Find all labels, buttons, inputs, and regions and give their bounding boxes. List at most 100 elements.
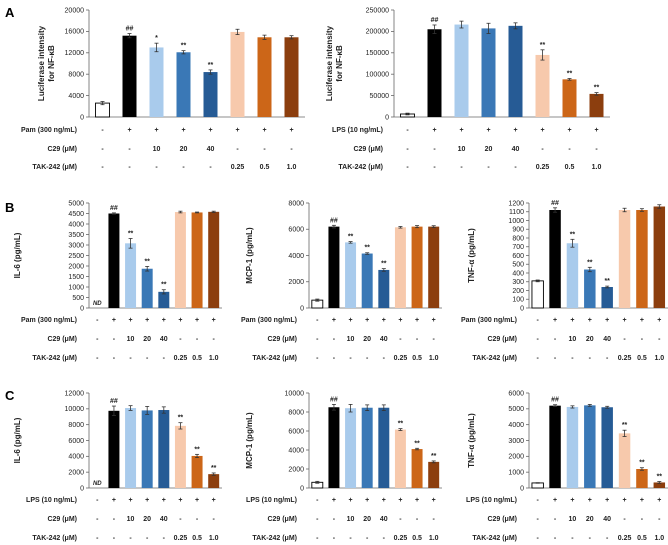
y-tick-label: 4000 [288,447,304,454]
treatment-cell: - [433,516,436,523]
treatment-cell: - [196,336,199,343]
treatment-cell: + [332,317,336,324]
treatment-cell: - [349,355,352,362]
treatment-cell: + [129,317,133,324]
treatment-cell: - [571,535,574,542]
treatment-cell: 0.25 [174,535,188,542]
treatment-cell: - [96,355,99,362]
bar-4 [584,405,596,488]
treatment-cell: 0.5 [565,164,575,171]
y-tick-label: 2000 [288,466,304,473]
panel-label: A [5,5,15,20]
bar-7 [636,210,648,308]
significance-mark: ** [364,245,370,252]
y-tick-label: 3000 [68,242,84,249]
treatment-cell: 10 [153,146,161,153]
bar-8 [284,37,299,117]
treatment-cell: 0.25 [618,535,632,542]
treatment-cell: + [212,317,216,324]
bar-5 [508,25,523,118]
panel-label: C [5,388,15,403]
treatment-cell: - [316,497,319,504]
treatment-cell: 20 [363,336,371,343]
treatment-cell: 0.25 [394,535,408,542]
y-tick-label: 5000 [508,406,524,413]
significance-mark: ** [622,422,628,429]
bar-5 [378,407,390,488]
treatment-cell: - [128,146,131,153]
treatment-cell: - [333,355,336,362]
y-tick-label: 10000 [285,390,305,397]
treatment-cell: 1.0 [429,535,439,542]
treatment-cell: 40 [160,336,168,343]
treatment-cell: 10 [569,516,577,523]
bar-4 [361,253,373,308]
treatment-cell: - [96,516,99,523]
treatment-cell: + [459,127,463,134]
bar-6 [618,210,631,308]
significance-mark: ** [657,474,663,481]
treatment-cell: + [432,497,436,504]
treatment-cell: - [96,535,99,542]
y-tick-label: 1000 [68,284,84,291]
treatment-cell: 40 [160,516,168,523]
bar-2 [328,226,340,308]
treatment-cell: + [208,127,212,134]
bar-8 [653,482,666,488]
treatment-cell: - [333,336,336,343]
y-tick-label: 100000 [366,72,389,79]
treatment-cell: + [154,127,158,134]
treatment-cell: + [127,127,131,134]
y-axis-label-line: TNF-α (pg/mL) [467,228,476,283]
treatment-cell: + [382,497,386,504]
treatment-cell: - [333,516,336,523]
treatment-cell: - [196,516,199,523]
treatment-cell: - [537,336,540,343]
y-axis-label: Luciferase intensityfor NF-κB [37,25,56,101]
treatment-cell: - [537,317,540,324]
y-tick-label: 1100 [509,209,524,216]
bar-8 [208,211,220,308]
treatment-row-label: TAK-242 (μM) [338,164,383,171]
treatment-cell: + [382,317,386,324]
bar-6 [618,433,631,488]
treatment-cell: 1.0 [429,355,439,362]
treatment-row-label: C29 (μM) [267,336,297,343]
treatment-cell: 20 [143,336,151,343]
treatment-cell: 10 [127,516,135,523]
treatment-row-label: C29 (μM) [47,146,77,153]
treatment-cell: 1.0 [592,164,602,171]
treatment-cell: - [537,497,540,504]
bar-6 [535,54,550,117]
treatment-cell: + [162,317,166,324]
bar-6 [394,227,406,308]
bar-2 [549,210,561,308]
significance-mark: ## [330,217,338,224]
treatment-cell: + [623,317,627,324]
significance-mark: ## [431,17,439,24]
treatment-cell: + [289,127,293,134]
y-tick-label: 2000 [68,263,84,270]
treatment-cell: - [101,146,104,153]
treatment-cell: 0.5 [192,355,202,362]
bar-8 [653,206,666,308]
treatment-cell: + [235,127,239,134]
treatment-cell: + [570,497,574,504]
bar-5 [203,72,218,117]
treatment-cell: + [162,497,166,504]
treatment-cell: - [96,317,99,324]
y-tick-label: 2000 [508,454,524,461]
bar-7 [191,212,203,308]
bar-5 [378,269,390,308]
y-tick-label: 0 [300,305,304,312]
treatment-cell: 0.5 [412,535,422,542]
treatment-cell: - [113,516,116,523]
bar-7 [562,79,577,117]
treatment-cell: - [589,355,592,362]
treatment-cell: - [623,336,626,343]
y-tick-label: 100 [512,297,524,304]
significance-mark: ** [431,453,437,460]
treatment-cell: + [513,127,517,134]
y-tick-label: 10000 [65,406,85,413]
y-axis-label-line: IL-6 (pg/mL) [13,417,22,463]
